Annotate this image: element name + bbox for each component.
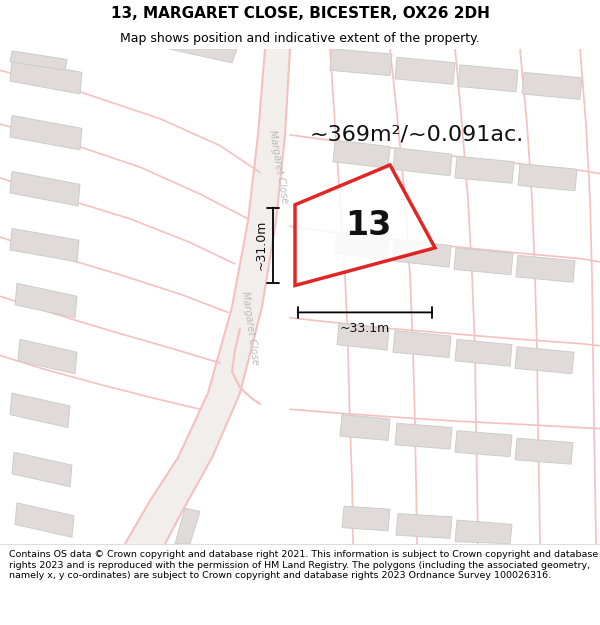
Polygon shape <box>333 140 390 168</box>
Text: Contains OS data © Crown copyright and database right 2021. This information is : Contains OS data © Crown copyright and d… <box>9 550 598 580</box>
Text: 13, MARGARET CLOSE, BICESTER, OX26 2DH: 13, MARGARET CLOSE, BICESTER, OX26 2DH <box>110 6 490 21</box>
Polygon shape <box>10 116 82 150</box>
Polygon shape <box>455 431 512 457</box>
Polygon shape <box>15 283 77 318</box>
Polygon shape <box>10 229 79 262</box>
Polygon shape <box>330 49 392 76</box>
Polygon shape <box>455 520 512 544</box>
Polygon shape <box>516 256 575 282</box>
Polygon shape <box>396 514 452 538</box>
Polygon shape <box>515 347 574 374</box>
Polygon shape <box>10 51 67 70</box>
Polygon shape <box>342 506 390 531</box>
Polygon shape <box>295 165 435 286</box>
Polygon shape <box>15 503 74 538</box>
Text: Margaret Close: Margaret Close <box>266 130 289 204</box>
Polygon shape <box>10 171 80 206</box>
Polygon shape <box>10 59 82 94</box>
Text: ~369m²/~0.091ac.: ~369m²/~0.091ac. <box>310 125 524 145</box>
Polygon shape <box>12 452 72 487</box>
Polygon shape <box>393 148 452 176</box>
Text: Map shows position and indicative extent of the property.: Map shows position and indicative extent… <box>120 31 480 44</box>
Polygon shape <box>395 58 455 84</box>
Text: ~33.1m: ~33.1m <box>340 322 390 335</box>
Polygon shape <box>455 339 512 366</box>
Text: Margaret Close: Margaret Close <box>240 291 260 366</box>
Polygon shape <box>168 49 237 62</box>
Polygon shape <box>125 49 290 544</box>
Polygon shape <box>175 508 200 544</box>
Polygon shape <box>458 65 518 92</box>
Polygon shape <box>518 164 577 191</box>
Polygon shape <box>18 339 77 374</box>
Polygon shape <box>340 414 390 441</box>
Text: ~31.0m: ~31.0m <box>254 220 268 271</box>
Polygon shape <box>522 72 582 99</box>
Polygon shape <box>454 248 513 275</box>
Polygon shape <box>515 438 573 464</box>
Polygon shape <box>10 393 70 428</box>
Text: 13: 13 <box>346 209 392 242</box>
Polygon shape <box>392 239 451 268</box>
Polygon shape <box>393 331 451 357</box>
Polygon shape <box>335 232 389 259</box>
Polygon shape <box>455 156 514 183</box>
Polygon shape <box>337 323 389 350</box>
Polygon shape <box>395 423 452 449</box>
